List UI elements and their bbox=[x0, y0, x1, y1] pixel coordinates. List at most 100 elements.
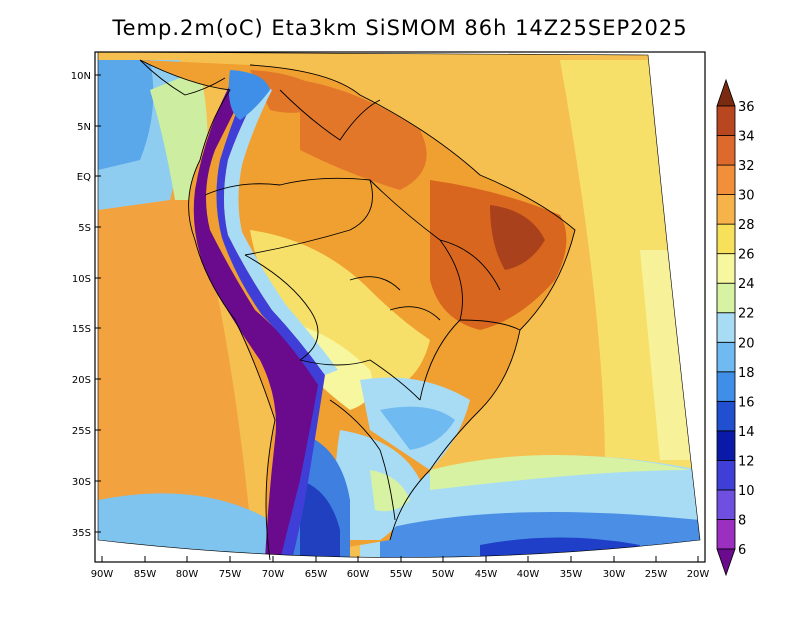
colombia-andes bbox=[228, 70, 270, 120]
colorbar-segment bbox=[716, 253, 736, 284]
lon-tick-5: 65W bbox=[305, 556, 328, 580]
temperature-field bbox=[98, 52, 700, 558]
lon-tick-4: 70W bbox=[262, 556, 285, 580]
lon-tick-6: 60W bbox=[347, 556, 370, 580]
colorbar-level-label: 24 bbox=[738, 277, 755, 292]
border-states bbox=[439, 239, 521, 331]
lon-tick-label: 90W bbox=[91, 569, 114, 580]
lat-tick-5: 15S bbox=[72, 324, 101, 335]
colorbar-segment bbox=[716, 105, 736, 136]
lat-tick-9: 35S bbox=[72, 528, 101, 539]
colorbar-level-label: 26 bbox=[738, 248, 755, 263]
lon-tick-7: 55W bbox=[390, 556, 413, 580]
atlantic-coastline bbox=[249, 64, 576, 541]
colorbar-segment bbox=[716, 489, 736, 520]
lat-axis: 10N 5N EQ 5S 10S 15S 20S 25S 30S 35S bbox=[71, 71, 101, 539]
lon-tick-label: 85W bbox=[134, 569, 157, 580]
colorbar-segment bbox=[716, 430, 736, 461]
colorbar-min-triangle bbox=[716, 548, 736, 577]
lon-tick-label: 30W bbox=[603, 569, 626, 580]
lat-tick-label: 5S bbox=[78, 223, 91, 234]
lat-tick-1: 5N bbox=[77, 122, 101, 133]
lat-tick-label: 10N bbox=[71, 71, 91, 82]
colorbar-segment bbox=[716, 164, 736, 196]
pacific-north-cooler bbox=[98, 60, 154, 170]
colorbar-level-label: 28 bbox=[738, 218, 755, 233]
colorbar-segment bbox=[716, 312, 736, 343]
lon-tick-label: 55W bbox=[390, 569, 413, 580]
colorbar-segment bbox=[716, 194, 736, 225]
lat-tick-label: 15S bbox=[72, 324, 91, 335]
lon-tick-label: 70W bbox=[262, 569, 285, 580]
lat-tick-6: 20S bbox=[72, 375, 101, 386]
lon-tick-8: 50W bbox=[432, 556, 455, 580]
border-brazil-interior bbox=[369, 179, 463, 401]
lat-tick-label: 20S bbox=[72, 375, 91, 386]
lat-tick-0: 10N bbox=[71, 71, 101, 82]
lat-tick-4: 10S bbox=[72, 274, 101, 285]
lon-tick-label: 35W bbox=[560, 569, 583, 580]
lon-tick-1: 85W bbox=[134, 556, 157, 580]
lon-axis: 90W 85W 80W 75W 70W 65W 60W 55W 50W 45W … bbox=[91, 556, 710, 580]
central-america-coast bbox=[139, 59, 226, 96]
lon-tick-13: 25W bbox=[645, 556, 668, 580]
atlantic-green-band bbox=[430, 455, 690, 490]
colorbar-level-label: 34 bbox=[738, 130, 755, 145]
lat-tick-label: EQ bbox=[77, 172, 91, 183]
andes-ridge bbox=[193, 75, 320, 558]
andes-foothills bbox=[224, 85, 338, 375]
lon-tick-14: 20W bbox=[687, 556, 710, 580]
lon-tick-label: 65W bbox=[305, 569, 328, 580]
lat-tick-7: 25S bbox=[72, 426, 101, 437]
lat-tick-label: 10S bbox=[72, 274, 91, 285]
lat-tick-3: 5S bbox=[78, 223, 101, 234]
colorbar-segment bbox=[716, 223, 736, 255]
lat-tick-2: EQ bbox=[77, 172, 101, 183]
map-title: Temp.2m(oC) Eta3km SiSMOM 86h 14Z25SEP20… bbox=[112, 16, 688, 40]
lon-tick-12: 30W bbox=[603, 556, 626, 580]
lon-tick-9: 45W bbox=[475, 556, 497, 580]
colorbar-level-label: 22 bbox=[738, 307, 755, 322]
colorbar-level-label: 14 bbox=[738, 425, 755, 440]
pacific-field bbox=[98, 180, 250, 520]
country-borders bbox=[139, 59, 576, 561]
lon-tick-label: 25W bbox=[645, 569, 668, 580]
colorbar-level-label: 16 bbox=[738, 395, 755, 410]
colorbar-max-triangle bbox=[716, 78, 736, 107]
lat-tick-label: 25S bbox=[72, 426, 91, 437]
central-warm bbox=[250, 230, 430, 390]
pacific-coastline bbox=[139, 59, 276, 561]
lat-tick-label: 5N bbox=[77, 122, 91, 133]
lon-tick-2: 80W bbox=[176, 556, 199, 580]
amazon-north-hot bbox=[300, 80, 427, 190]
colorbar-segment bbox=[716, 341, 736, 373]
pacific-south-cool bbox=[98, 493, 270, 558]
lon-tick-10: 40W bbox=[517, 556, 540, 580]
colorbar-level-label: 18 bbox=[738, 366, 755, 381]
lon-tick-label: 60W bbox=[347, 569, 370, 580]
border-peru-bolivia bbox=[244, 254, 319, 361]
lat-tick-8: 30S bbox=[72, 477, 101, 488]
colorbar-segment bbox=[716, 282, 736, 314]
lat-tick-label: 35S bbox=[72, 528, 91, 539]
colorbar-level-label: 12 bbox=[738, 454, 755, 469]
lon-tick-label: 20W bbox=[687, 569, 710, 580]
colorbar-level-label: 20 bbox=[738, 336, 755, 351]
colorbar-segment bbox=[716, 519, 736, 550]
andes-east-slope bbox=[216, 80, 325, 558]
lon-tick-label: 40W bbox=[517, 569, 540, 580]
southeast-cooler bbox=[380, 406, 455, 450]
lon-tick-label: 80W bbox=[176, 569, 199, 580]
border-states-2 bbox=[349, 276, 441, 321]
lon-tick-label: 50W bbox=[432, 569, 455, 580]
patagonia-cold bbox=[300, 480, 340, 558]
lon-tick-11: 35W bbox=[560, 556, 583, 580]
lat-tick-label: 30S bbox=[72, 477, 91, 488]
domain-outline bbox=[97, 51, 701, 558]
northeast-hotter bbox=[490, 205, 545, 270]
colorbar-segment bbox=[716, 135, 736, 166]
colorbar-level-label: 32 bbox=[738, 159, 755, 174]
venezuela-hot bbox=[250, 70, 330, 113]
lon-tick-3: 75W bbox=[219, 556, 241, 580]
